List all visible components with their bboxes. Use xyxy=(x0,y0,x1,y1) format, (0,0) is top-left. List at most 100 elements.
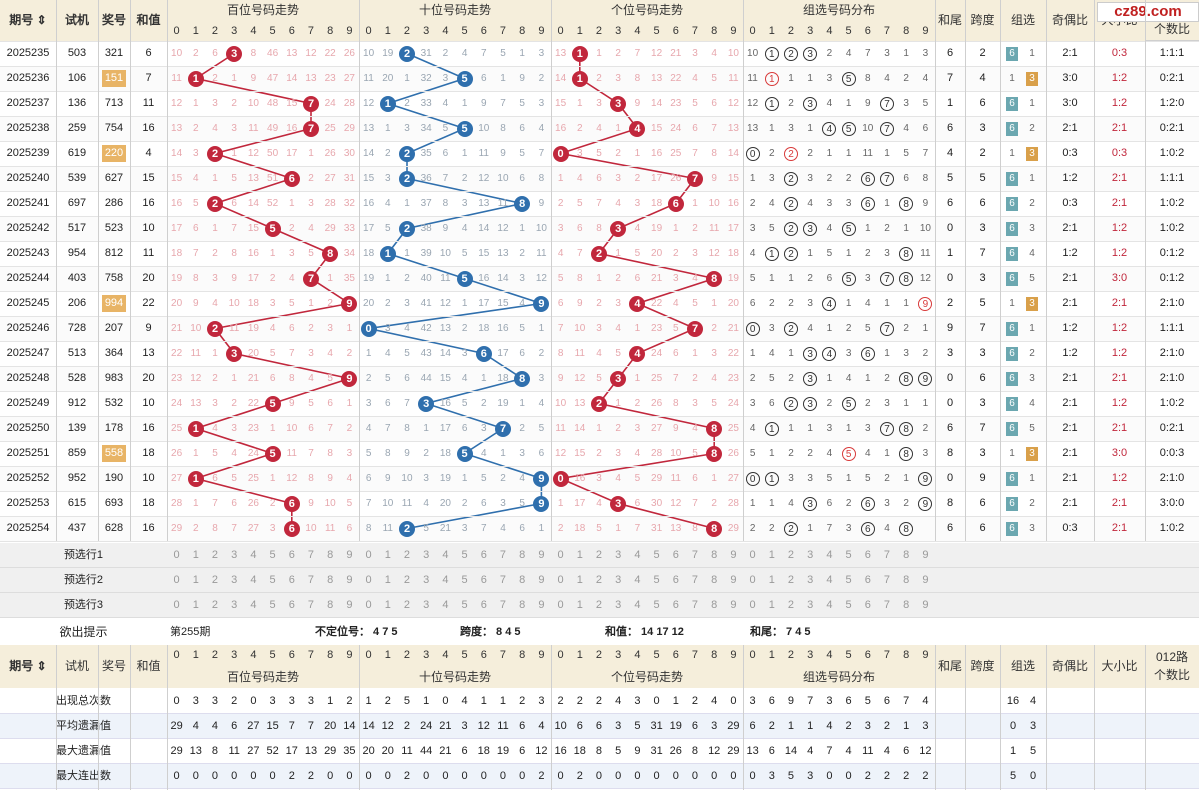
preselect-digit[interactable]: 5 xyxy=(839,568,859,593)
preselect-digit[interactable]: 1 xyxy=(186,568,206,593)
preselect-digit[interactable]: 6 xyxy=(858,593,878,618)
preselect-digit[interactable]: 3 xyxy=(416,543,436,568)
preselect-digit[interactable]: 7 xyxy=(493,593,513,618)
preselect-digit[interactable]: 7 xyxy=(877,593,897,618)
preselect-digit[interactable]: 3 xyxy=(800,593,820,618)
preselect-digit[interactable]: 6 xyxy=(666,593,686,618)
preselect-digit[interactable]: 7 xyxy=(301,568,321,593)
preselect-digit[interactable]: 4 xyxy=(819,543,839,568)
preselect-digit[interactable]: 1 xyxy=(186,593,206,618)
preselect-digit[interactable]: 0 xyxy=(551,568,571,593)
preselect-digit[interactable]: 5 xyxy=(263,543,283,568)
preselect-digit[interactable]: 0 xyxy=(743,568,763,593)
preselect-digit[interactable]: 6 xyxy=(858,543,878,568)
preselect-digit[interactable]: 9 xyxy=(915,543,935,568)
preselect-digit[interactable]: 8 xyxy=(704,593,724,618)
preselect-digit[interactable]: 1 xyxy=(378,568,398,593)
preselect-digit[interactable]: 7 xyxy=(877,568,897,593)
preselect-digit[interactable]: 4 xyxy=(627,593,647,618)
preselect-digit[interactable]: 2 xyxy=(397,568,417,593)
preselect-digit[interactable]: 1 xyxy=(186,543,206,568)
preselect-digit[interactable]: 6 xyxy=(474,593,494,618)
preselect-digit[interactable]: 4 xyxy=(819,568,839,593)
preselect-digit[interactable]: 5 xyxy=(647,543,667,568)
preselect-digit[interactable]: 5 xyxy=(455,568,475,593)
preselect-digit[interactable]: 9 xyxy=(723,543,743,568)
preselect-digit[interactable]: 8 xyxy=(320,543,340,568)
preselect-digit[interactable]: 2 xyxy=(397,593,417,618)
preselect-digit[interactable]: 9 xyxy=(531,543,551,568)
preselect-digit[interactable]: 2 xyxy=(781,593,801,618)
preselect-digit[interactable]: 6 xyxy=(282,593,302,618)
preselect-digit[interactable]: 7 xyxy=(685,593,705,618)
preselect-digit[interactable]: 5 xyxy=(839,593,859,618)
preselect-digit[interactable]: 7 xyxy=(877,543,897,568)
preselect-digit[interactable]: 9 xyxy=(723,568,743,593)
preselect-digit[interactable]: 8 xyxy=(512,593,532,618)
preselect-digit[interactable]: 0 xyxy=(167,593,187,618)
preselect-digit[interactable]: 7 xyxy=(685,543,705,568)
preselect-digit[interactable]: 4 xyxy=(435,593,455,618)
preselect-digit[interactable]: 3 xyxy=(416,568,436,593)
preselect-digit[interactable]: 7 xyxy=(493,543,513,568)
preselect-digit[interactable]: 9 xyxy=(339,568,359,593)
preselect-digit[interactable]: 8 xyxy=(320,568,340,593)
preselect-digit[interactable]: 8 xyxy=(512,568,532,593)
preselect-digit[interactable]: 1 xyxy=(378,593,398,618)
preselect-digit[interactable]: 7 xyxy=(493,568,513,593)
preselect-digit[interactable]: 3 xyxy=(800,543,820,568)
preselect-digit[interactable]: 6 xyxy=(282,543,302,568)
preselect-digit[interactable]: 3 xyxy=(416,593,436,618)
preselect-digit[interactable]: 8 xyxy=(512,543,532,568)
preselect-digit[interactable]: 5 xyxy=(647,593,667,618)
preselect-digit[interactable]: 0 xyxy=(359,543,379,568)
preselect-digit[interactable]: 2 xyxy=(781,568,801,593)
preselect-digit[interactable]: 2 xyxy=(589,568,609,593)
preselect-digit[interactable]: 2 xyxy=(589,543,609,568)
preselect-digit[interactable]: 3 xyxy=(800,568,820,593)
preselect-digit[interactable]: 3 xyxy=(224,543,244,568)
preselect-digit[interactable]: 1 xyxy=(762,543,782,568)
preselect-digit[interactable]: 6 xyxy=(282,568,302,593)
preselect-digit[interactable]: 4 xyxy=(627,543,647,568)
preselect-digit[interactable]: 3 xyxy=(224,593,244,618)
preselect-digit[interactable]: 8 xyxy=(704,568,724,593)
preselect-digit[interactable]: 6 xyxy=(474,543,494,568)
preselect-digit[interactable]: 0 xyxy=(551,543,571,568)
preselect-digit[interactable]: 6 xyxy=(474,568,494,593)
preselect-digit[interactable]: 6 xyxy=(858,568,878,593)
preselect-digit[interactable]: 7 xyxy=(301,593,321,618)
preselect-digit[interactable]: 4 xyxy=(243,593,263,618)
preselect-digit[interactable]: 1 xyxy=(570,568,590,593)
preselect-digit[interactable]: 1 xyxy=(570,593,590,618)
preselect-digit[interactable]: 2 xyxy=(589,593,609,618)
preselect-digit[interactable]: 6 xyxy=(666,543,686,568)
preselect-digit[interactable]: 2 xyxy=(205,543,225,568)
preselect-digit[interactable]: 2 xyxy=(205,568,225,593)
preselect-digit[interactable]: 5 xyxy=(647,568,667,593)
preselect-digit[interactable]: 5 xyxy=(263,593,283,618)
preselect-digit[interactable]: 2 xyxy=(397,543,417,568)
preselect-digit[interactable]: 1 xyxy=(378,543,398,568)
preselect-digit[interactable]: 5 xyxy=(455,543,475,568)
preselect-digit[interactable]: 7 xyxy=(685,568,705,593)
preselect-digit[interactable]: 7 xyxy=(301,543,321,568)
preselect-digit[interactable]: 9 xyxy=(723,593,743,618)
preselect-digit[interactable]: 3 xyxy=(608,543,628,568)
preselect-digit[interactable]: 0 xyxy=(167,568,187,593)
preselect-digit[interactable]: 2 xyxy=(205,593,225,618)
preselect-digit[interactable]: 8 xyxy=(896,593,916,618)
preselect-digit[interactable]: 9 xyxy=(915,593,935,618)
preselect-digit[interactable]: 4 xyxy=(627,568,647,593)
preselect-digit[interactable]: 8 xyxy=(320,593,340,618)
preselect-digit[interactable]: 1 xyxy=(570,543,590,568)
preselect-digit[interactable]: 9 xyxy=(339,543,359,568)
preselect-digit[interactable]: 3 xyxy=(224,568,244,593)
preselect-digit[interactable]: 6 xyxy=(666,568,686,593)
preselect-digit[interactable]: 4 xyxy=(243,543,263,568)
preselect-digit[interactable]: 8 xyxy=(896,568,916,593)
preselect-digit[interactable]: 0 xyxy=(359,568,379,593)
preselect-digit[interactable]: 8 xyxy=(896,543,916,568)
preselect-digit[interactable]: 3 xyxy=(608,568,628,593)
preselect-digit[interactable]: 3 xyxy=(608,593,628,618)
